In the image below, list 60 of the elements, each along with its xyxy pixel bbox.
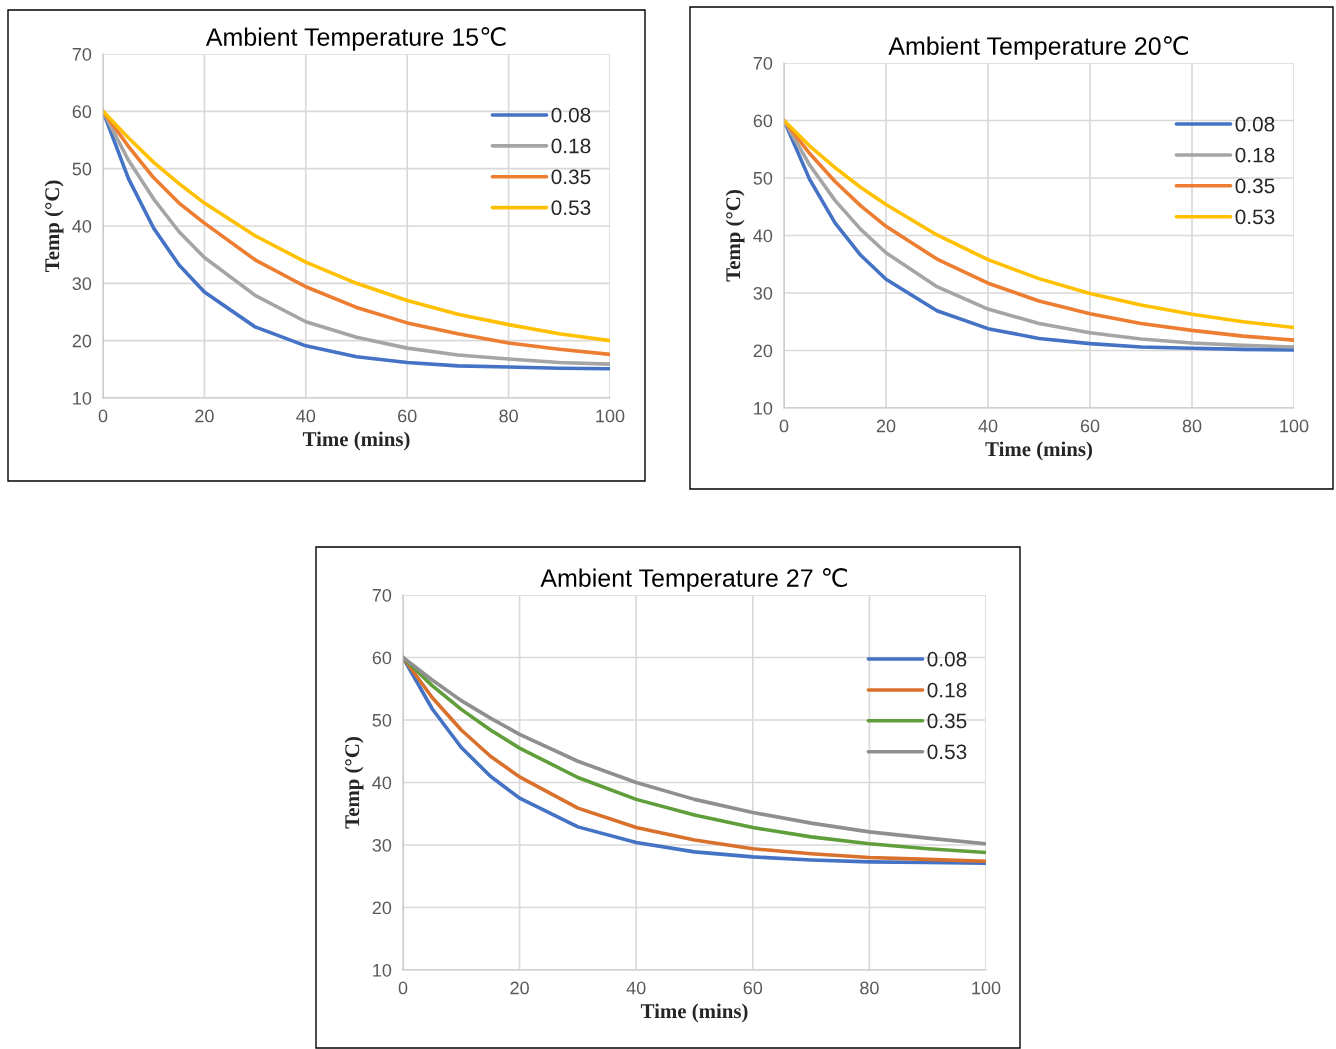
x-tick-label: 100 xyxy=(596,409,625,423)
y-tick-label: 50 xyxy=(72,162,92,176)
x-tick-label: 100 xyxy=(1280,419,1309,433)
y-tick-label: 10 xyxy=(754,401,773,415)
x-tick-label: 100 xyxy=(972,981,1001,995)
x-tick-label: 0 xyxy=(98,409,108,423)
y-tick-label: 50 xyxy=(753,171,773,185)
x-tick-label: 60 xyxy=(1080,419,1100,433)
chart-title: Ambient Temperature 20℃ xyxy=(888,36,1188,60)
y-tick-label: 40 xyxy=(753,229,773,243)
x-tick-label: 80 xyxy=(499,409,518,423)
legend-label: 0.18 xyxy=(1235,147,1275,163)
x-tick-label: 80 xyxy=(860,981,879,995)
chart-title: Ambient Temperature 27 ℃ xyxy=(540,568,847,592)
legend-label: 0.53 xyxy=(927,744,967,760)
legend-label: 0.08 xyxy=(927,651,967,667)
x-tick-label: 20 xyxy=(195,409,214,423)
y-tick-label: 10 xyxy=(73,391,92,405)
y-tick-label: 20 xyxy=(72,334,92,348)
y-axis-title: Temp (°C) xyxy=(44,180,64,272)
legend-label: 0.53 xyxy=(1235,209,1275,225)
x-tick-label: 40 xyxy=(296,409,316,423)
x-axis-title: Time (mins) xyxy=(985,441,1093,461)
y-tick-label: 10 xyxy=(373,963,392,977)
y-tick-label: 30 xyxy=(372,838,392,852)
y-tick-label: 30 xyxy=(72,277,92,291)
x-tick-label: 60 xyxy=(398,409,417,423)
y-tick-label: 70 xyxy=(72,47,92,61)
x-tick-label: 20 xyxy=(876,419,896,433)
legend-label: 0.08 xyxy=(551,107,591,123)
y-tick-label: 70 xyxy=(753,56,773,70)
y-tick-label: 60 xyxy=(372,651,392,665)
x-axis-title: Time (mins) xyxy=(640,1003,748,1023)
chart-title: Ambient Temperature 15℃ xyxy=(205,27,506,51)
x-tick-label: 40 xyxy=(626,981,646,995)
x-tick-label: 80 xyxy=(1182,419,1202,433)
legend-label: 0.08 xyxy=(1235,116,1275,132)
y-tick-label: 20 xyxy=(753,344,773,358)
y-tick-label: 70 xyxy=(372,588,392,602)
y-tick-label: 30 xyxy=(753,286,773,300)
y-tick-label: 20 xyxy=(372,901,392,915)
y-tick-label: 60 xyxy=(72,105,92,119)
y-tick-label: 50 xyxy=(372,713,392,727)
y-axis-title: Temp (°C) xyxy=(344,737,364,829)
x-tick-label: 0 xyxy=(779,419,789,433)
y-tick-label: 40 xyxy=(372,776,392,790)
legend-label: 0.35 xyxy=(551,169,591,185)
x-tick-label: 20 xyxy=(510,981,529,995)
legend-label: 0.35 xyxy=(1235,178,1275,194)
y-tick-label: 60 xyxy=(753,114,773,128)
x-axis-title: Time (mins) xyxy=(302,431,410,451)
x-tick-label: 40 xyxy=(978,419,998,433)
y-tick-label: 40 xyxy=(72,219,92,233)
legend-label: 0.53 xyxy=(551,200,591,216)
x-tick-label: 60 xyxy=(743,981,763,995)
legend-label: 0.18 xyxy=(927,682,967,698)
legend-label: 0.18 xyxy=(551,138,591,154)
x-tick-label: 0 xyxy=(398,981,408,995)
y-axis-title: Temp (°C) xyxy=(725,190,745,282)
legend-label: 0.35 xyxy=(927,713,967,729)
